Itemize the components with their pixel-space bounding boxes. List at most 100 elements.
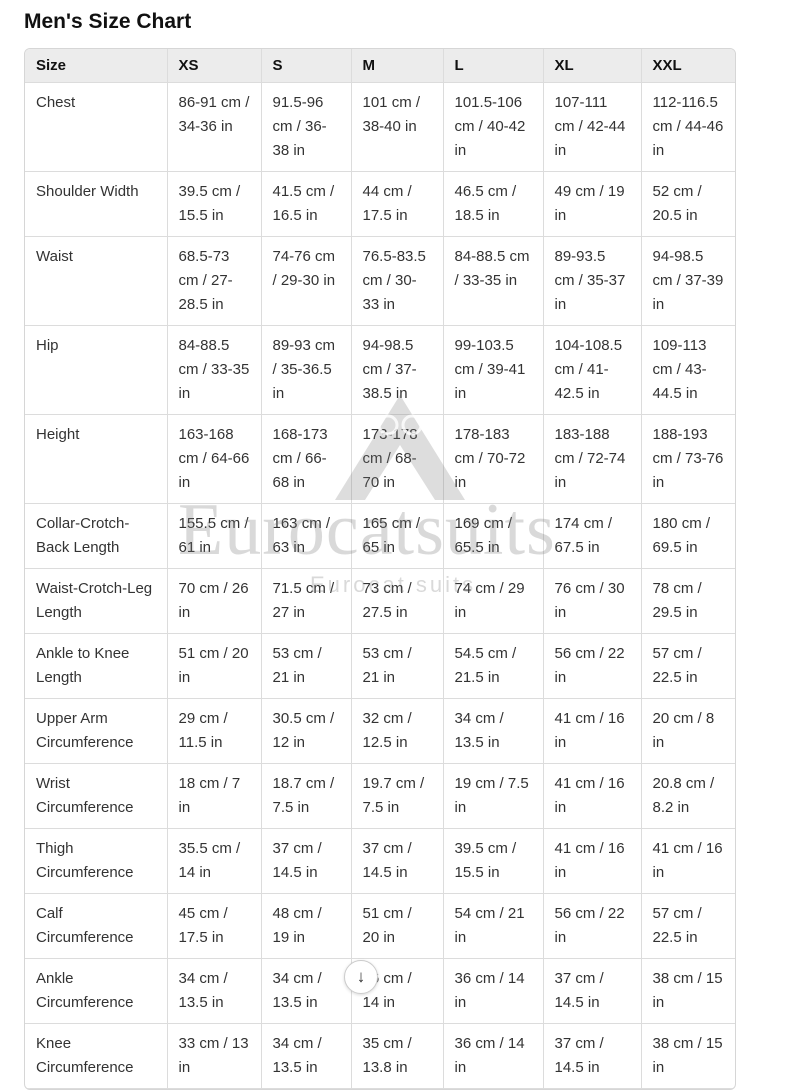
column-header-xs: XS — [166, 49, 262, 83]
row-label: Hip — [25, 325, 168, 415]
arrow-down-icon: ↓ — [356, 967, 366, 986]
table-cell: 53 cm / 21 in — [260, 633, 352, 699]
table-cell: 30.5 cm / 12 in — [260, 698, 352, 764]
table-cell: 45 cm / 17.5 in — [166, 893, 262, 959]
table-cell: 94-98.5 cm / 37-39 in — [640, 236, 735, 326]
table-cell: 163-168 cm / 64-66 in — [166, 414, 262, 504]
table-cell: 84-88.5 cm / 33-35 in — [166, 325, 262, 415]
table-cell: 38 cm / 15 in — [640, 1023, 735, 1089]
table-cell: 188-193 cm / 73-76 in — [640, 414, 735, 504]
size-chart-table: Size XS S M L XL XXL Chest 86-91 cm / 34-36 in 9… — [25, 49, 735, 1089]
page-title: Men's Size Chart — [24, 10, 192, 33]
row-label: Collar-Crotch-Back Length — [25, 503, 168, 569]
table-cell: 84-88.5 cm / 33-35 in — [442, 236, 544, 326]
table-cell: 41.5 cm / 16.5 in — [260, 171, 352, 237]
table-cell: 44 cm / 17.5 in — [350, 171, 444, 237]
table-cell: 48 cm / 19 in — [260, 893, 352, 959]
scroll-down-button[interactable]: ↓ — [344, 960, 378, 994]
table-cell: 57 cm / 22.5 in — [640, 893, 735, 959]
table-cell: 51 cm / 20 in — [166, 633, 262, 699]
table-row: Ankle to Knee Length 51 cm / 20 in 53 cm /… — [25, 633, 735, 699]
table-cell: 76 cm / 30 in — [542, 568, 642, 634]
table-cell: 41 cm / 16 in — [542, 763, 642, 829]
table-cell: 41 cm / 16 in — [542, 698, 642, 764]
table-cell: 19.7 cm / 7.5 in — [350, 763, 444, 829]
column-header-s: S — [260, 49, 352, 83]
table-cell: 70 cm / 26 in — [166, 568, 262, 634]
table-cell: 107-111 cm / 42-44 in — [542, 82, 642, 172]
table-row: Shoulder Width 39.5 cm / 15.5 in 41.5 cm /… — [25, 171, 735, 237]
row-label: Waist-Crotch-Leg Length — [25, 568, 168, 634]
table-cell: 74 cm / 29 in — [442, 568, 544, 634]
table-cell: 35.5 cm / 14 in — [166, 828, 262, 894]
table-row: Collar-Crotch-Back Length 155.5 cm / 61 i… — [25, 503, 735, 569]
table-cell: 18.7 cm / 7.5 in — [260, 763, 352, 829]
table-row: Waist 68.5-73 cm / 27-28.5 in 74-76 cm / 2… — [25, 236, 735, 326]
table-cell: 37 cm / 14.5 in — [350, 828, 444, 894]
table-row: Wrist Circumference 18 cm / 7 in 18.7 cm /… — [25, 763, 735, 829]
table-cell: 173-178 cm / 68-70 in — [350, 414, 444, 504]
row-label: Chest — [25, 82, 168, 172]
table-cell: 34 cm / 13.5 in — [442, 698, 544, 764]
row-label: Ankle to Knee Length — [25, 633, 168, 699]
table-row: Knee Circumference 33 cm / 13 in 34 cm / 1… — [25, 1023, 735, 1089]
table-cell: 37 cm / 14.5 in — [542, 958, 642, 1024]
table-cell: 94-98.5 cm / 37-38.5 in — [350, 325, 444, 415]
table-cell: 46.5 cm / 18.5 in — [442, 171, 544, 237]
table-cell: 32 cm / 12.5 in — [350, 698, 444, 764]
table-cell: 37 cm / 14.5 in — [542, 1023, 642, 1089]
table-cell: 57 cm / 22.5 in — [640, 633, 735, 699]
table-cell: 168-173 cm / 66-68 in — [260, 414, 352, 504]
row-label: Wrist Circumference — [25, 763, 168, 829]
row-label: Knee Circumference — [25, 1023, 168, 1089]
table-cell: 101.5-106 cm / 40-42 in — [442, 82, 544, 172]
table-row: Calf Circumference 45 cm / 17.5 in 48 cm /… — [25, 893, 735, 959]
table-cell: 180 cm / 69.5 in — [640, 503, 735, 569]
table-header-row: Size XS S M L XL XXL — [25, 49, 735, 83]
table-cell: 37 cm / 14.5 in — [260, 828, 352, 894]
column-header-xl: XL — [542, 49, 642, 83]
table-cell: 155.5 cm / 61 in — [166, 503, 262, 569]
column-header-xxl: XXL — [640, 49, 735, 83]
table-cell: 174 cm / 67.5 in — [542, 503, 642, 569]
row-label: Upper Arm Circumference — [25, 698, 168, 764]
table-row: Ankle Circumference 34 cm / 13.5 in 34 cm … — [25, 958, 735, 1024]
table-cell: 99-103.5 cm / 39-41 in — [442, 325, 544, 415]
table-cell: 56 cm / 22 in — [542, 633, 642, 699]
row-label: Calf Circumference — [25, 893, 168, 959]
table-cell: 38 cm / 15 in — [640, 958, 735, 1024]
size-chart-table-container: Size XS S M L XL XXL Chest 86-91 cm / 34-36 in 9… — [24, 48, 736, 1090]
table-cell: 165 cm / 65 in — [350, 503, 444, 569]
row-label: Ankle Circumference — [25, 958, 168, 1024]
table-cell: 35 cm / 13.8 in — [350, 1023, 444, 1089]
table-cell: 33 cm / 13 in — [166, 1023, 262, 1089]
table-cell: 34 cm / 13.5 in — [260, 958, 352, 1024]
table-cell: 91.5-96 cm / 36-38 in — [260, 82, 352, 172]
table-cell: 74-76 cm / 29-30 in — [260, 236, 352, 326]
table-cell: 178-183 cm / 70-72 in — [442, 414, 544, 504]
table-cell: 41 cm / 16 in — [542, 828, 642, 894]
table-cell: 56 cm / 22 in — [542, 893, 642, 959]
table-cell: 101 cm / 38-40 in — [350, 82, 444, 172]
table-cell: 29 cm / 11.5 in — [166, 698, 262, 764]
column-header-m: M — [350, 49, 444, 83]
table-cell: 68.5-73 cm / 27-28.5 in — [166, 236, 262, 326]
table-cell: 76.5-83.5 cm / 30-33 in — [350, 236, 444, 326]
table-cell: 112-116.5 cm / 44-46 in — [640, 82, 735, 172]
table-cell: 36 cm / 14 in — [442, 1023, 544, 1089]
table-cell: 51 cm / 20 in — [350, 893, 444, 959]
table-cell: 73 cm / 27.5 in — [350, 568, 444, 634]
table-cell: 41 cm / 16 in — [640, 828, 735, 894]
table-cell: 104-108.5 cm / 41-42.5 in — [542, 325, 642, 415]
column-header-size: Size — [25, 49, 168, 83]
table-cell: 20.8 cm / 8.2 in — [640, 763, 735, 829]
table-cell: 71.5 cm / 27 in — [260, 568, 352, 634]
table-cell: 19 cm / 7.5 in — [442, 763, 544, 829]
table-cell: 34 cm / 13.5 in — [260, 1023, 352, 1089]
table-cell: 34 cm / 13.5 in — [166, 958, 262, 1024]
table-cell: 89-93.5 cm / 35-37 in — [542, 236, 642, 326]
table-row: Chest 86-91 cm / 34-36 in 91.5-96 cm / 36-… — [25, 82, 735, 172]
row-label: Shoulder Width — [25, 171, 168, 237]
table-cell: 39.5 cm / 15.5 in — [442, 828, 544, 894]
table-cell: 86-91 cm / 34-36 in — [166, 82, 262, 172]
